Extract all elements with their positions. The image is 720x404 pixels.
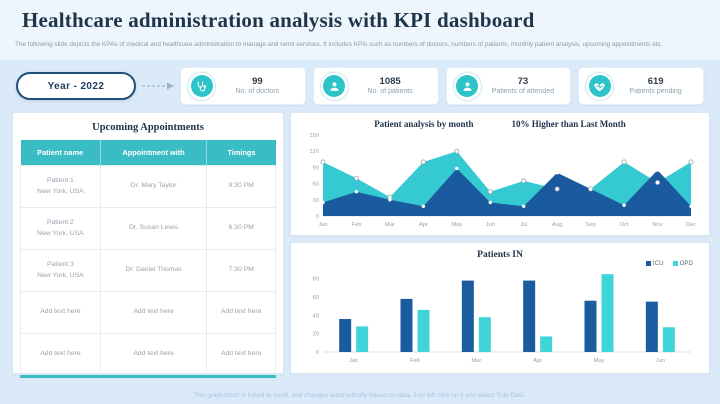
svg-text:60: 60 (313, 295, 319, 301)
svg-text:Apr: Apr (419, 222, 428, 228)
footer-note: This graph/chart is linked to excel, and… (193, 392, 527, 399)
svg-text:Nov: Nov (652, 222, 662, 228)
appointments-table: Patient name Appointment with Timings Pa… (20, 140, 276, 378)
kpi-card-patients-attended: 73 Patients of attended (445, 67, 572, 105)
doctor-cell: Add text here (99, 333, 208, 377)
kpi-value: 1085 (379, 76, 401, 88)
kpi-card-doctors: 99 No. of doctors (180, 67, 306, 105)
area-chart-annotation: 10% Higher than Last Month (511, 119, 626, 129)
svg-text:Jul: Jul (520, 222, 527, 228)
doctor-cell: Dr. Susan Lewis (99, 207, 208, 250)
page-subtitle: The following slide depicts the KPAs of … (15, 41, 663, 48)
column-timings: Timings (206, 140, 276, 166)
table-row: Patient 2 New York, USA Dr. Susan Lewis 6… (20, 207, 276, 250)
svg-text:Feb: Feb (410, 358, 420, 364)
svg-text:60: 60 (313, 182, 319, 188)
kpi-cards: 99 No. of doctors 1085 No. of patients (180, 67, 704, 105)
bar-chart-title: Patients IN (477, 250, 523, 260)
patient-icon (319, 71, 349, 101)
table-row: Patient 1 New York, USA Dr. Mary Taylor 9… (20, 165, 276, 208)
time-cell: 6:30 PM (206, 207, 276, 250)
svg-text:150: 150 (309, 133, 319, 139)
svg-text:Apr: Apr (533, 358, 542, 364)
svg-text:Sep: Sep (585, 222, 595, 228)
svg-text:0: 0 (316, 214, 319, 220)
patient-cell: Add text here (20, 333, 101, 377)
patient-cell: Patient 3 New York, USA (20, 249, 101, 292)
heart-pulse-icon (585, 71, 615, 101)
legend-item-opd: OPD (672, 260, 693, 267)
svg-text:Jun: Jun (486, 222, 495, 228)
svg-text:Mar: Mar (471, 358, 481, 364)
patients-in-chart[interactable]: 0 20 40 60 80 Jan Feb Mar Apr May Jun (297, 261, 703, 365)
patient-cell: Add text here (20, 291, 101, 334)
svg-text:30: 30 (313, 198, 319, 204)
appointments-title: Upcoming Appointments (92, 122, 204, 133)
svg-text:40: 40 (313, 313, 319, 319)
time-cell: Add text here (206, 333, 276, 377)
legend-item-icu: ICU (645, 260, 664, 267)
year-selector[interactable]: Year - 2022 (16, 72, 136, 100)
svg-text:120: 120 (309, 149, 319, 155)
kpi-label: Patients of attended (491, 87, 555, 95)
area-chart-title: Patient analysis by month (374, 119, 474, 129)
table-row: Add text here Add text here Add text her… (20, 291, 276, 334)
kpi-value: 619 (647, 76, 664, 88)
svg-text:May: May (451, 222, 462, 228)
kpi-card-patients-pending: 619 Patients pending (578, 67, 704, 105)
chart-legend: ICU OPD (645, 260, 693, 267)
svg-text:20: 20 (313, 332, 319, 338)
svg-text:Aug: Aug (552, 222, 562, 228)
opd-swatch-icon (672, 261, 678, 266)
year-selector-label: Year - 2022 (47, 80, 105, 92)
svg-text:Jun: Jun (656, 358, 665, 364)
kpi-row: Year - 2022 99 No. of doctors (16, 67, 704, 105)
kpi-card-patients: 1085 No. of patients (312, 67, 439, 105)
table-row: Patient 3 New York, USA Dr. Daniel Thomas… (20, 249, 276, 292)
svg-text:90: 90 (313, 165, 319, 171)
kpi-value: 99 (252, 76, 263, 88)
patient-analysis-card: Patient analysis by month 10% Higher tha… (290, 112, 710, 236)
doctor-cell: Add text here (99, 291, 208, 334)
kpi-label: Patients pending (629, 87, 682, 95)
doctor-cell: Dr. Daniel Thomas (99, 249, 208, 292)
patient-cell: Patient 1 New York, USA (20, 165, 101, 208)
svg-text:Jan: Jan (349, 358, 358, 364)
stethoscope-icon (187, 71, 216, 101)
kpi-label: No. of patients (367, 87, 413, 95)
svg-text:Mar: Mar (385, 222, 395, 228)
page-title: Healthcare administration analysis with … (22, 8, 535, 32)
svg-text:May: May (594, 358, 605, 364)
column-patient-name: Patient name (20, 140, 101, 166)
svg-text:Feb: Feb (351, 222, 361, 228)
svg-text:80: 80 (313, 277, 319, 283)
patient-attended-icon (452, 71, 482, 101)
charts-column: Patient analysis by month 10% Higher tha… (290, 112, 710, 374)
time-cell: 7:30 PM (206, 249, 276, 292)
dashed-arrow-icon (142, 82, 174, 90)
patients-in-card: Patients IN ICU OPD 0 20 40 60 80 Jan Feb Mar Ap… (290, 242, 710, 374)
table-header-row: Patient name Appointment with Timings (20, 140, 276, 166)
main-content: Upcoming Appointments Patient name Appoi… (12, 112, 710, 378)
patient-cell: Patient 2 New York, USA (20, 207, 101, 250)
doctor-cell: Dr. Mary Taylor (99, 165, 208, 208)
column-appointment-with: Appointment with (99, 140, 207, 166)
svg-text:Oct: Oct (620, 222, 629, 228)
chart-titles: Patient analysis by month 10% Higher tha… (297, 119, 703, 129)
upcoming-appointments-panel: Upcoming Appointments Patient name Appoi… (12, 112, 284, 378)
svg-text:Dec: Dec (686, 222, 696, 228)
patient-analysis-chart[interactable]: 0 30 60 90 120 150 Jan Feb Mar Apr May Jun Jul Aug Sep… (297, 131, 703, 229)
icu-swatch-icon (645, 261, 651, 266)
time-cell: Add text here (206, 291, 276, 334)
svg-text:Jan: Jan (318, 222, 327, 228)
kpi-label: No. of doctors (235, 87, 280, 95)
table-row: Add text here Add text here Add text her… (20, 333, 276, 377)
kpi-value: 73 (517, 76, 529, 88)
svg-text:0: 0 (316, 350, 319, 356)
time-cell: 9:30 PM (206, 165, 276, 208)
